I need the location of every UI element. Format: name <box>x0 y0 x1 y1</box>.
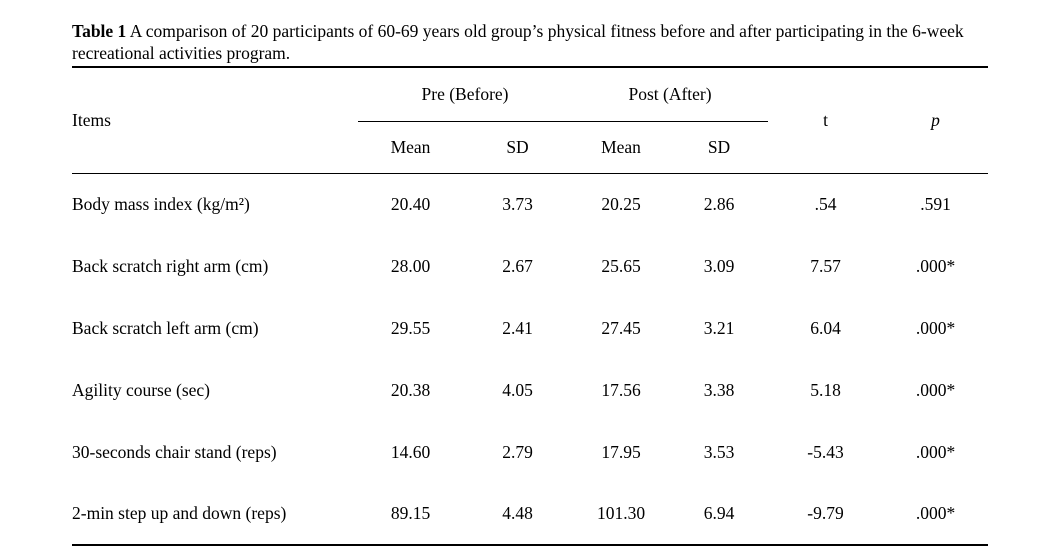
table-caption: Table 1 A comparison of 20 participants … <box>72 20 992 64</box>
pre-mean-value: 14.60 <box>390 441 431 462</box>
post-mean-value: 20.25 <box>601 193 641 214</box>
post-mean-value: 17.95 <box>601 441 641 462</box>
pre-sd-value: 4.48 <box>502 503 533 523</box>
post-mean-value: 27.45 <box>601 317 641 338</box>
header-group-row: Items Pre (Before) Post (After) t p <box>72 67 989 174</box>
post-sd-value: 3.53 <box>703 441 735 462</box>
column-header-t: t <box>768 67 884 174</box>
p-value: .000* <box>915 441 956 462</box>
t-value: -5.43 <box>807 441 844 462</box>
t-value: 7.57 <box>810 255 841 276</box>
t-value: 6.04 <box>810 317 841 338</box>
pre-mean-value: 28.00 <box>390 255 431 276</box>
pre-mean-value: 29.55 <box>390 317 431 338</box>
t-value: -9.79 <box>807 503 844 523</box>
table-row: 2-min step up and down (reps) 89.15 4.48… <box>72 483 988 545</box>
table-header: Items Pre (Before) Post (After) t p Mean… <box>72 67 989 174</box>
p-value: .591 <box>920 193 951 214</box>
fitness-comparison-table: Items Pre (Before) Post (After) t p Mean… <box>72 66 989 546</box>
pre-mean-value: 89.15 <box>390 503 431 523</box>
table-row: 30-seconds chair stand (reps) 14.60 2.79… <box>72 421 988 483</box>
row-item-label: 2-min step up and down (reps) <box>72 503 287 523</box>
table-row: Body mass index (kg/m²) 20.40 3.73 20.25… <box>72 173 988 235</box>
t-value: 5.18 <box>810 379 841 400</box>
column-header-pre-mean: Mean <box>358 121 463 174</box>
table-caption-label: Table 1 <box>72 21 127 41</box>
post-sd-value: 3.38 <box>703 379 735 400</box>
post-sd-value: 3.09 <box>703 255 735 276</box>
post-sd-value: 2.86 <box>703 193 735 214</box>
table-row: Back scratch left arm (cm) 29.55 2.41 27… <box>72 297 988 359</box>
pre-mean-value: 20.38 <box>390 379 431 400</box>
pre-sd-value: 2.67 <box>502 255 533 276</box>
t-value: .54 <box>814 193 837 214</box>
column-header-pre-sd: SD <box>463 121 573 174</box>
pre-sd-value: 4.05 <box>502 379 533 400</box>
table-row: Back scratch right arm (cm) 28.00 2.67 2… <box>72 235 988 297</box>
post-mean-value: 101.30 <box>596 503 646 523</box>
p-value: .000* <box>915 317 956 338</box>
pre-sd-value: 2.79 <box>502 441 533 462</box>
row-item-label: Back scratch left arm (cm) <box>72 317 259 338</box>
post-sd-value: 3.21 <box>703 317 735 338</box>
row-item-label: Agility course (sec) <box>72 379 211 400</box>
p-value: .000* <box>915 255 956 276</box>
table-caption-text: A comparison of 20 participants of 60-69… <box>72 21 964 63</box>
table-body: Body mass index (kg/m²) 20.40 3.73 20.25… <box>72 173 988 545</box>
pre-sd-value: 2.41 <box>502 317 533 338</box>
row-item-label: Back scratch right arm (cm) <box>72 255 269 276</box>
column-group-pre: Pre (Before) <box>358 67 573 122</box>
column-header-items: Items <box>72 67 358 174</box>
column-header-p: p <box>883 67 989 174</box>
pre-sd-value: 3.73 <box>502 193 533 214</box>
pre-mean-value: 20.40 <box>390 193 431 214</box>
p-value: .000* <box>915 503 956 523</box>
row-item-label: Body mass index (kg/m²) <box>72 193 250 214</box>
header-sub-row: Mean SD Mean SD <box>72 121 988 174</box>
post-sd-value: 6.94 <box>703 503 735 523</box>
column-header-post-mean: Mean <box>572 121 671 174</box>
post-mean-value: 25.65 <box>601 255 641 276</box>
table-region: Table 1 A comparison of 20 participants … <box>72 20 989 546</box>
column-header-post-sd: SD <box>670 121 769 174</box>
post-mean-value: 17.56 <box>601 379 641 400</box>
table-row: Agility course (sec) 20.38 4.05 17.56 3.… <box>72 359 988 421</box>
p-value: .000* <box>915 379 956 400</box>
row-item-label: 30-seconds chair stand (reps) <box>72 441 277 462</box>
column-group-post: Post (After) <box>572 67 769 122</box>
